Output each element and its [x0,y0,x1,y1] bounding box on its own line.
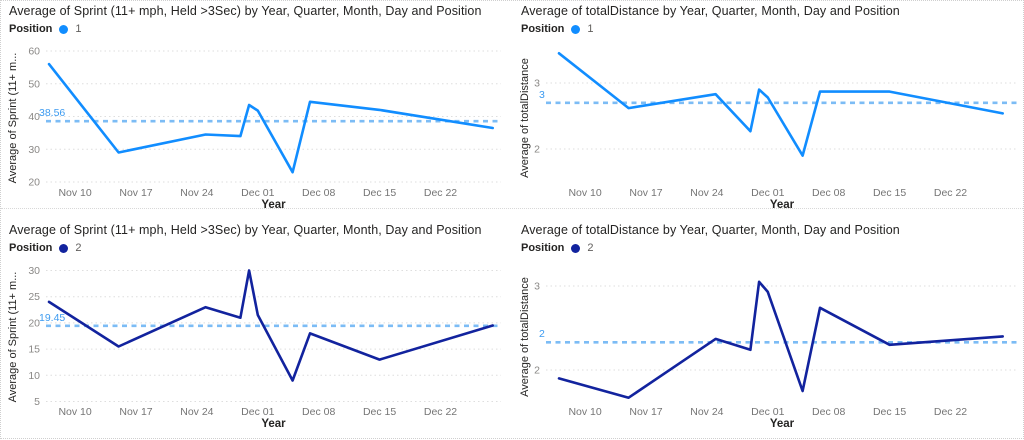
plot-area[interactable]: 20 30 40 50 60 Nov 10 Nov 17 Nov 24 Dec 01 Dec 08… [1,1,513,220]
x-axis-title: Year [769,418,795,430]
legend-series-value: 1 [587,23,594,35]
series-color-dot-icon [59,25,69,34]
chart-title: Average of Sprint (11+ mph, Held >3Sec) … [9,4,482,18]
svg-text:25: 25 [28,291,40,303]
legend-series-value: 2 [587,242,594,254]
svg-text:Dec 15: Dec 15 [873,187,906,199]
svg-text:Nov 10: Nov 10 [568,406,601,418]
svg-text:20: 20 [28,177,40,189]
svg-text:Nov 10: Nov 10 [568,187,601,199]
legend[interactable]: Position 2 [9,242,82,255]
chart-title: Average of totalDistance by Year, Quarte… [521,223,900,237]
x-axis-title: Year [769,199,795,211]
svg-text:Nov 17: Nov 17 [119,406,152,418]
plot-area[interactable]: 5 10 15 20 25 30 Nov 10 Nov 17 Nov 24 Dec 01 Dec 0… [1,220,513,440]
svg-text:Dec 01: Dec 01 [751,406,784,418]
legend-field-label: Position [9,242,53,254]
svg-text:Nov 17: Nov 17 [629,406,662,418]
series-color-dot-icon [571,244,581,253]
x-axis-title: Year [261,418,286,430]
svg-text:10: 10 [28,370,40,382]
svg-text:Dec 15: Dec 15 [363,406,396,418]
svg-text:60: 60 [28,46,40,58]
svg-text:20: 20 [28,317,40,329]
legend-series-value: 1 [75,23,82,35]
average-line-label: 19.45 [39,311,66,324]
legend-field-label: Position [9,23,53,35]
legend-field-label: Position [521,23,565,35]
svg-text:3: 3 [534,281,540,293]
plot-area[interactable]: 2 3 Nov 10 Nov 17 Nov 24 Dec 01 Dec 08 Dec 15 De… [513,1,1024,220]
svg-text:Dec 08: Dec 08 [302,406,335,418]
svg-text:Dec 01: Dec 01 [241,187,274,199]
average-line-label: 2 [539,328,545,341]
legend[interactable]: Position 2 [521,242,594,255]
svg-text:Dec 22: Dec 22 [424,406,457,418]
legend[interactable]: Position 1 [9,23,82,36]
chart-panel-sprint-pos2: Average of Sprint (11+ mph, Held >3Sec) … [1,220,513,440]
svg-text:Dec 15: Dec 15 [363,187,396,199]
svg-text:Nov 24: Nov 24 [180,187,213,199]
svg-text:Dec 22: Dec 22 [934,406,967,418]
svg-text:Dec 08: Dec 08 [812,406,845,418]
svg-text:Nov 10: Nov 10 [58,406,91,418]
legend-series-value: 2 [75,242,82,254]
svg-text:3: 3 [534,78,540,90]
legend[interactable]: Position 1 [521,23,594,36]
legend-field-label: Position [521,242,565,254]
svg-text:Nov 24: Nov 24 [180,406,213,418]
average-line-label: 38.56 [39,107,66,120]
x-axis-title: Year [261,199,286,211]
svg-text:Dec 15: Dec 15 [873,406,906,418]
svg-text:30: 30 [28,265,40,277]
chart-panel-distance-pos1: Average of totalDistance by Year, Quarte… [513,1,1024,220]
svg-text:5: 5 [34,396,40,408]
svg-text:Nov 17: Nov 17 [119,187,152,199]
svg-text:2: 2 [534,144,540,156]
svg-text:Dec 01: Dec 01 [241,406,274,418]
chart-panel-sprint-pos1: Average of Sprint (11+ mph, Held >3Sec) … [1,1,513,220]
svg-text:Nov 17: Nov 17 [629,187,662,199]
average-line-label: 3 [539,88,545,101]
svg-text:30: 30 [28,144,40,156]
svg-text:2: 2 [534,365,540,377]
series-color-dot-icon [59,244,69,253]
svg-text:Nov 10: Nov 10 [58,187,91,199]
chart-title: Average of Sprint (11+ mph, Held >3Sec) … [9,223,482,237]
svg-text:40: 40 [28,111,40,123]
svg-text:50: 50 [28,78,40,90]
svg-text:Nov 24: Nov 24 [690,187,723,199]
svg-text:Nov 24: Nov 24 [690,406,723,418]
chart-panel-distance-pos2: Average of totalDistance by Year, Quarte… [513,220,1024,440]
svg-text:Dec 22: Dec 22 [424,187,457,199]
chart-title: Average of totalDistance by Year, Quarte… [521,4,900,18]
plot-area[interactable]: 2 3 Nov 10 Nov 17 Nov 24 Dec 01 Dec 08 Dec 15 De… [513,220,1024,440]
svg-text:Dec 22: Dec 22 [934,187,967,199]
svg-text:15: 15 [28,344,40,356]
series-color-dot-icon [571,25,581,34]
svg-text:Dec 01: Dec 01 [751,187,784,199]
svg-text:Dec 08: Dec 08 [812,187,845,199]
svg-text:Dec 08: Dec 08 [302,187,335,199]
